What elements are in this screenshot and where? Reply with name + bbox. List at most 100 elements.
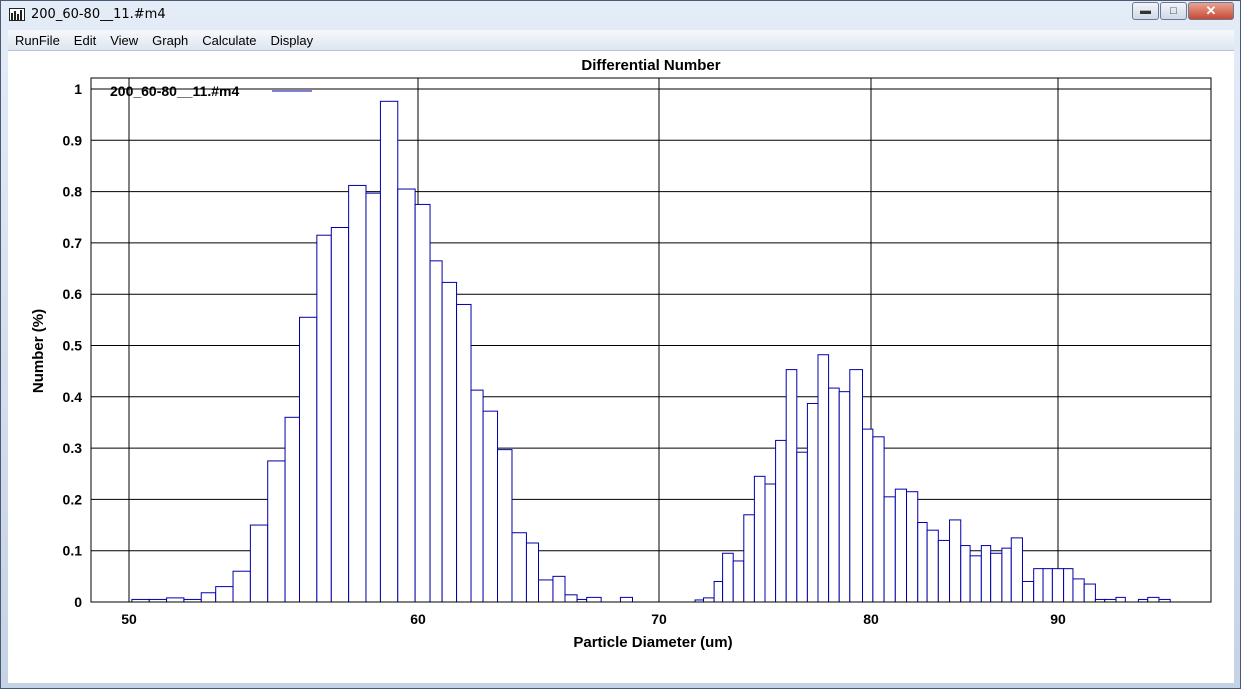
y-tick-label: 0 <box>74 594 82 610</box>
histogram-bar <box>1063 568 1074 603</box>
histogram-bar <box>764 483 777 603</box>
y-tick-label: 0.1 <box>63 543 83 559</box>
histogram-bar <box>775 439 787 603</box>
menu-edit[interactable]: Edit <box>73 32 97 48</box>
histogram-bar <box>1042 568 1053 603</box>
histogram-bar <box>917 521 928 603</box>
y-tick-label: 0.5 <box>63 338 83 354</box>
histogram-bar <box>796 451 808 603</box>
histogram-bar <box>586 596 602 603</box>
histogram-bar <box>1010 537 1023 603</box>
chart-title: Differential Number <box>581 57 720 74</box>
y-tick-label: 0.4 <box>63 389 83 405</box>
plot-frame <box>90 77 1212 603</box>
histogram-bar <box>348 184 367 603</box>
histogram-bar <box>838 391 851 603</box>
differential-number-chart: Differential Number Number (%) Particle … <box>30 57 1212 651</box>
histogram-bar <box>1033 568 1044 603</box>
y-tick-label: 0.6 <box>63 286 83 302</box>
histogram-bar <box>456 303 472 603</box>
y-tick-label: 0.8 <box>63 184 83 200</box>
histogram-bar <box>883 496 896 603</box>
histogram-bar <box>1147 596 1160 603</box>
histogram-bar <box>937 539 951 603</box>
histogram-bar <box>316 234 332 603</box>
histogram-bar <box>414 203 431 603</box>
y-tick-label: 0.9 <box>63 132 83 148</box>
menu-graph[interactable]: Graph <box>152 32 189 48</box>
histogram-bar <box>525 542 540 603</box>
histogram-bar <box>470 389 484 603</box>
histogram-bar <box>1115 596 1126 603</box>
histogram-bar <box>1001 547 1012 603</box>
minimize-button[interactable]: ▬ <box>1132 2 1159 20</box>
histogram-bar <box>267 460 286 603</box>
histogram-bar <box>215 586 234 603</box>
y-axis-label: Number (%) <box>30 309 47 393</box>
legend-label: 200_60-80__11.#m4 <box>110 83 239 99</box>
y-tick-label: 0.7 <box>63 235 83 251</box>
histogram-bar <box>753 475 766 603</box>
x-tick-label: 70 <box>651 611 667 627</box>
histogram-bar <box>249 524 269 603</box>
app-icon <box>9 8 25 21</box>
minimize-icon: ▬ <box>1140 5 1151 17</box>
histogram-bar <box>1021 580 1035 603</box>
histogram-bar <box>732 560 745 603</box>
histogram-bar <box>397 188 416 603</box>
histogram-bar <box>166 597 185 603</box>
histogram-bar <box>365 192 381 603</box>
x-tick-label: 90 <box>1050 611 1066 627</box>
x-tick-label: 80 <box>863 611 879 627</box>
bars <box>131 100 1171 603</box>
maximize-icon: □ <box>1170 5 1177 17</box>
histogram-bar <box>330 227 350 603</box>
histogram-bar <box>926 529 939 603</box>
histogram-bar <box>828 387 840 603</box>
histogram-bar <box>232 570 251 603</box>
histogram-bar <box>713 580 724 603</box>
menu-runfile[interactable]: RunFile <box>15 32 60 48</box>
y-tick-label: 1 <box>74 81 82 97</box>
histogram-bar <box>960 545 971 603</box>
histogram-bar <box>1051 568 1065 603</box>
close-button[interactable]: ✕ <box>1188 2 1234 20</box>
histogram-bar <box>817 354 830 603</box>
histogram-bar <box>538 579 554 603</box>
x-tick-labels: 50 60 70 80 90 <box>121 611 1066 627</box>
maximize-button[interactable]: □ <box>1160 2 1187 20</box>
menu-bar: RunFile Edit View Graph Calculate Displa… <box>8 30 1234 51</box>
histogram-bar <box>872 436 885 603</box>
histogram-bar <box>429 260 443 603</box>
x-tick-label: 60 <box>410 611 426 627</box>
menu-calculate[interactable]: Calculate <box>202 32 257 48</box>
histogram-bar <box>552 575 566 603</box>
histogram-bar <box>497 449 513 603</box>
histogram-bar <box>980 545 992 603</box>
histogram-bar <box>743 514 755 603</box>
histogram-bar <box>703 597 715 603</box>
histogram-bar <box>722 552 734 603</box>
close-icon: ✕ <box>1205 3 1217 18</box>
histogram-bar <box>849 369 864 603</box>
menu-view[interactable]: View <box>110 32 139 48</box>
histogram-bar <box>564 594 578 603</box>
histogram-bar <box>299 316 318 603</box>
histogram-bar <box>806 402 819 603</box>
histogram-bar <box>949 519 962 603</box>
histogram-bar <box>379 100 399 603</box>
histogram-bar <box>1072 578 1085 603</box>
histogram-bar <box>862 428 874 603</box>
window-title: 200_60-80__11.#m4 <box>31 7 166 22</box>
menu-display[interactable]: Display <box>270 32 314 48</box>
histogram-bar <box>619 596 633 603</box>
y-tick-label: 0.2 <box>63 491 83 507</box>
x-axis-label: Particle Diameter (um) <box>573 634 732 651</box>
histogram-bar <box>284 416 301 603</box>
histogram-bar <box>482 410 499 603</box>
histogram-bar <box>906 491 919 603</box>
histogram-bar <box>200 592 217 603</box>
histogram-bar <box>441 281 458 603</box>
chart-area: Differential Number Number (%) Particle … <box>8 51 1234 683</box>
histogram-bar <box>894 488 908 603</box>
